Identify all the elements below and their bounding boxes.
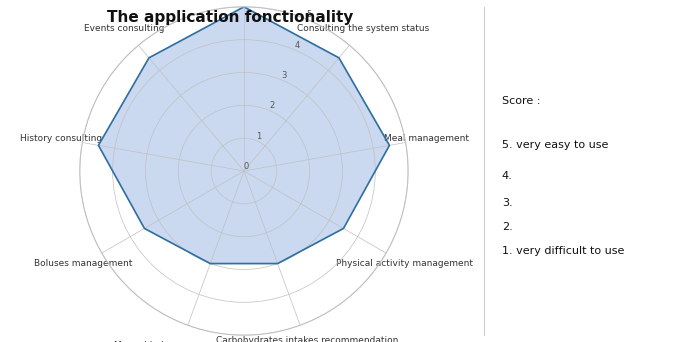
Text: The application fonctionality: The application fonctionality bbox=[107, 10, 353, 25]
Polygon shape bbox=[98, 7, 390, 264]
Text: 3.: 3. bbox=[502, 198, 512, 208]
Text: 1. very difficult to use: 1. very difficult to use bbox=[502, 246, 625, 256]
Text: 2.: 2. bbox=[502, 222, 512, 232]
Text: 5. very easy to use: 5. very easy to use bbox=[502, 140, 608, 150]
Text: 4.: 4. bbox=[502, 171, 512, 181]
Text: Score :: Score : bbox=[502, 96, 540, 106]
